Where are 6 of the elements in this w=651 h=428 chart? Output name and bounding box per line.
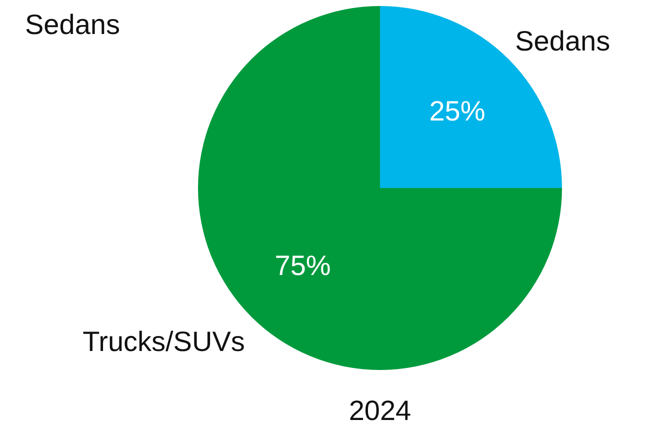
text: Sedans (25, 8, 120, 40)
data-label: 75% (274, 250, 331, 282)
text: 2024 (348, 394, 412, 426)
slice-label: Sedans (515, 26, 610, 57)
data-label: 25% (429, 96, 486, 127)
slice-label: Trucks/SUVs (82, 326, 245, 357)
